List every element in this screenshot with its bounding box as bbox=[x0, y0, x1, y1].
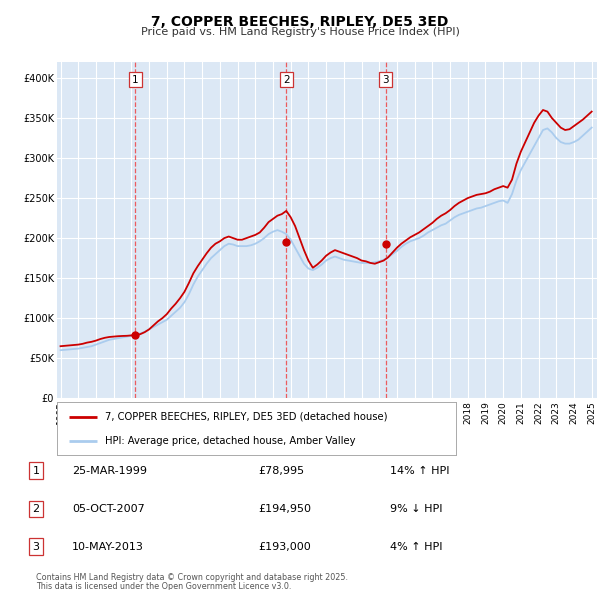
Text: 2: 2 bbox=[283, 74, 290, 84]
Text: 1: 1 bbox=[32, 466, 40, 476]
Text: 25-MAR-1999: 25-MAR-1999 bbox=[72, 466, 147, 476]
Text: 05-OCT-2007: 05-OCT-2007 bbox=[72, 504, 145, 514]
Text: HPI: Average price, detached house, Amber Valley: HPI: Average price, detached house, Ambe… bbox=[105, 436, 355, 446]
Text: 7, COPPER BEECHES, RIPLEY, DE5 3ED: 7, COPPER BEECHES, RIPLEY, DE5 3ED bbox=[151, 15, 449, 29]
Text: 4% ↑ HPI: 4% ↑ HPI bbox=[390, 542, 443, 552]
Text: £78,995: £78,995 bbox=[258, 466, 304, 476]
Text: 3: 3 bbox=[382, 74, 389, 84]
Text: 10-MAY-2013: 10-MAY-2013 bbox=[72, 542, 144, 552]
Text: £194,950: £194,950 bbox=[258, 504, 311, 514]
Text: 2: 2 bbox=[32, 504, 40, 514]
Text: 7, COPPER BEECHES, RIPLEY, DE5 3ED (detached house): 7, COPPER BEECHES, RIPLEY, DE5 3ED (deta… bbox=[105, 412, 388, 422]
Text: 1: 1 bbox=[132, 74, 139, 84]
Text: 9% ↓ HPI: 9% ↓ HPI bbox=[390, 504, 443, 514]
Text: 3: 3 bbox=[32, 542, 40, 552]
Text: This data is licensed under the Open Government Licence v3.0.: This data is licensed under the Open Gov… bbox=[36, 582, 292, 590]
Text: Contains HM Land Registry data © Crown copyright and database right 2025.: Contains HM Land Registry data © Crown c… bbox=[36, 573, 348, 582]
Text: £193,000: £193,000 bbox=[258, 542, 311, 552]
Text: 14% ↑ HPI: 14% ↑ HPI bbox=[390, 466, 449, 476]
Text: Price paid vs. HM Land Registry's House Price Index (HPI): Price paid vs. HM Land Registry's House … bbox=[140, 27, 460, 37]
